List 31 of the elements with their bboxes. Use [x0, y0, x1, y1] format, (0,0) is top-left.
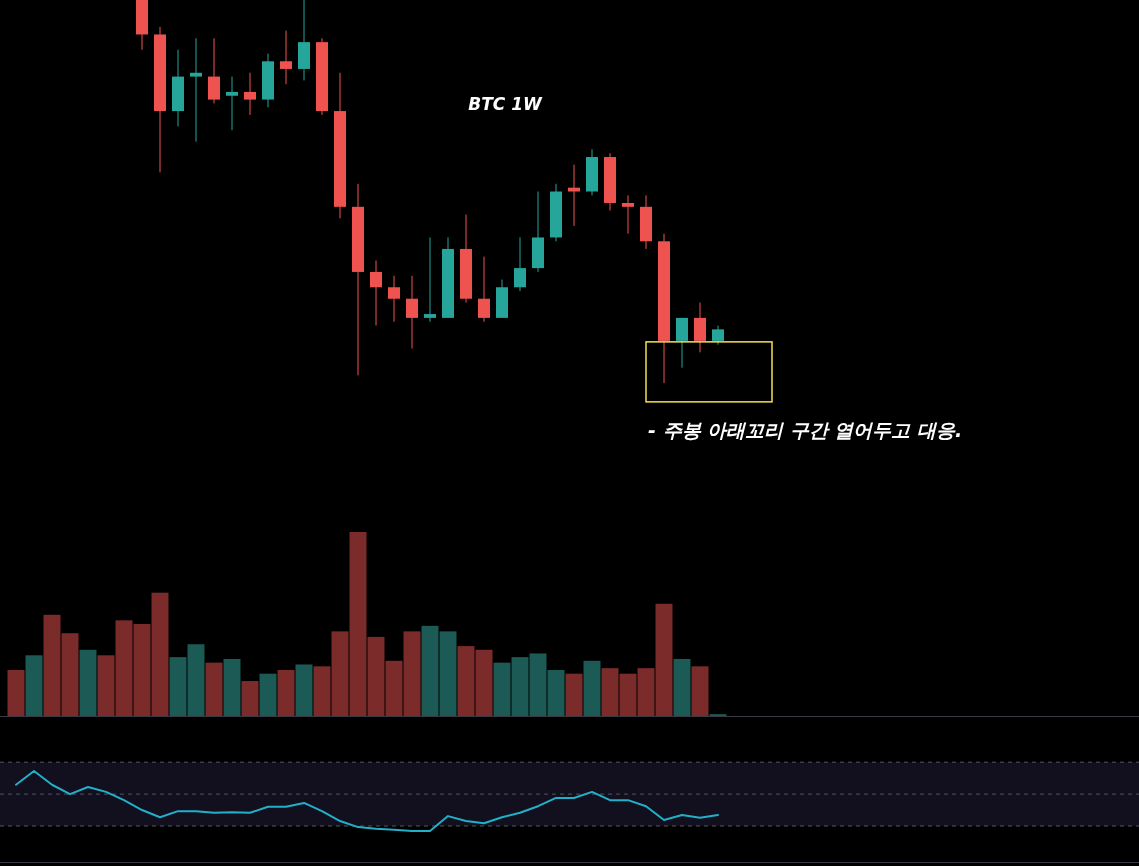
- candlestick: [514, 236, 526, 292]
- bar: [79, 649, 97, 716]
- candlestick: [280, 30, 292, 85]
- bar: [277, 670, 295, 716]
- candlestick: [478, 256, 490, 323]
- bar: [583, 660, 601, 716]
- bar: [691, 666, 709, 716]
- bar: [673, 658, 691, 716]
- bar: [223, 658, 241, 716]
- text: - 주봉 아래꼬리 구간 열어두고 대응.: [648, 419, 963, 441]
- candlestick: [712, 325, 724, 346]
- text: BTC 1W: [468, 94, 544, 114]
- candlestick: [676, 317, 688, 369]
- candlestick: [226, 76, 238, 131]
- bar: [25, 655, 43, 716]
- bar: [259, 673, 277, 716]
- candlestick: [424, 236, 436, 323]
- candlestick: [208, 37, 220, 104]
- candlestick: [370, 259, 382, 327]
- candlestick: [388, 275, 400, 323]
- candlestick: [244, 72, 256, 116]
- bar: [7, 670, 25, 716]
- candlestick: [190, 37, 202, 143]
- bar: [295, 664, 313, 716]
- candlestick: [406, 275, 418, 350]
- bar: [241, 681, 259, 716]
- bar: [565, 673, 583, 716]
- bar: [205, 662, 223, 716]
- candlestick: [568, 164, 580, 227]
- candlestick: [694, 302, 706, 353]
- candlestick: [622, 194, 634, 235]
